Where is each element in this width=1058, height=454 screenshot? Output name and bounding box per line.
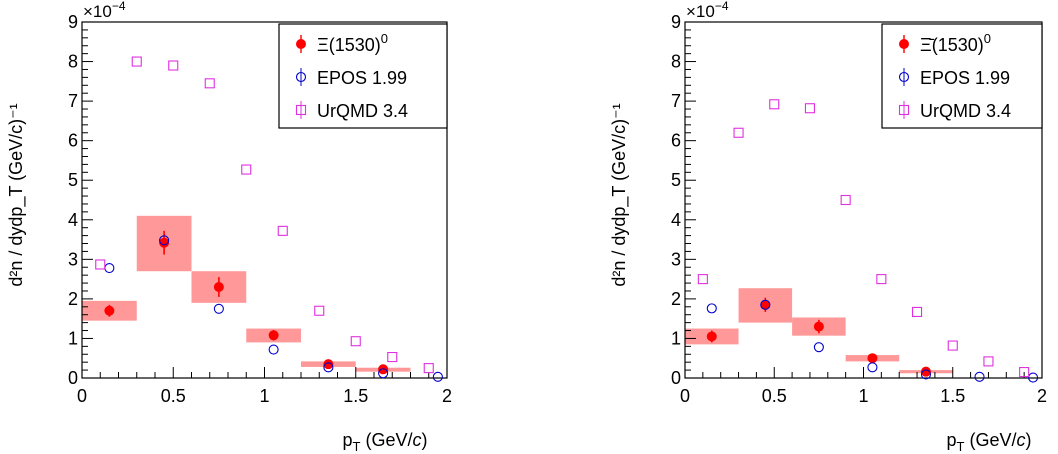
p1-y-tick-label: 0 [671, 368, 681, 388]
p1-legend-label-0: Ξ̄(1530)0 [920, 31, 991, 55]
p0-legend-marker-2 [295, 104, 307, 116]
p1-y-exponent: ×10−4 [686, 0, 729, 21]
p0-series-2-point [241, 164, 252, 175]
p1-x-tick-label: 1 [858, 386, 868, 406]
p0-series-1-point [268, 344, 279, 355]
p1-y-tick-label: 9 [671, 12, 681, 32]
chart-panel-antixi: 0 0.5 1 1.5 2 0 1 2 3 4 5 6 7 8 9×10−4 pT (GeV/c) d²n / … [609, 0, 1047, 454]
p0-legend-marker-0 [296, 39, 306, 49]
p0-x-tick-label: 1.5 [343, 386, 368, 406]
p0-legend-label-2: UrQMD 3.4 [317, 101, 408, 121]
p1-y-tick-label: 5 [671, 170, 681, 190]
p0-legend-label-1: EPOS 1.99 [317, 68, 407, 88]
p1-series-2-point [1019, 367, 1030, 378]
p1-legend-label-2: UrQMD 3.4 [920, 101, 1011, 121]
p0-series-2-point [350, 336, 361, 347]
p0-series-1-point [432, 371, 443, 382]
p1-legend-marker-1 [898, 71, 910, 83]
p0-y-exponent: ×10−4 [83, 0, 126, 21]
p0-y-tick-label: 6 [68, 131, 78, 151]
p1-series-2-point [911, 306, 923, 317]
p0-series-2-point [204, 78, 215, 89]
p0-y-tick-label: 8 [68, 52, 78, 72]
p1-series-0-point [760, 299, 771, 310]
p1-series-1-point [920, 369, 932, 380]
p0-y-tick-label: 5 [68, 170, 78, 190]
p1-legend-marker-0 [899, 39, 909, 49]
p0-series-0-point [268, 330, 279, 341]
p1-series-2-point [840, 194, 851, 206]
p0-y-tick-label: 0 [68, 368, 78, 388]
p1-y-tick-label: 6 [671, 131, 681, 151]
p1-y-tick-label: 2 [671, 289, 681, 309]
p0-legend-marker-1 [295, 71, 307, 83]
p0-x-tick-label: 0 [77, 386, 87, 406]
p1-series-2-point [804, 103, 816, 114]
p1-series-0-point [920, 366, 931, 377]
p1-series-2-point [876, 274, 887, 285]
p0-y-axis-label: d²n / dydp_T (GeV/c)⁻¹ [6, 103, 27, 286]
p0-series-1-point [159, 235, 170, 246]
p1-series-1-point [867, 362, 878, 373]
p0-series-1-point [323, 362, 334, 373]
p1-series-1-point [974, 371, 985, 382]
p0-series-2-point [387, 351, 398, 363]
p1-y-axis-label: d²n / dydp_T (GeV/c)⁻¹ [609, 103, 630, 286]
p1-legend-label-1: EPOS 1.99 [920, 68, 1010, 88]
p0-series-2-point [95, 259, 106, 270]
p1-y-tick-label: 1 [671, 328, 681, 348]
p0-legend-label-0: Ξ(1530)0 [317, 31, 388, 55]
p1-x-tick-label: 0 [680, 386, 690, 406]
p1-y-tick-label: 7 [671, 91, 681, 111]
p1-series-2-point [983, 356, 994, 367]
p1-x-axis-label: pT (GeV/c) [947, 430, 1032, 454]
p0-y-tick-label: 1 [68, 328, 78, 348]
p0-series-0-point [213, 282, 224, 293]
p0-y-tick-label: 9 [68, 12, 78, 32]
p0-series-0-point [323, 359, 334, 370]
p1-series-0-point [813, 321, 824, 332]
p1-series-2-point [769, 99, 780, 110]
p1-series-0-point [867, 353, 878, 364]
p0-x-tick-label: 0.5 [161, 386, 186, 406]
p1-series-1-point [706, 303, 717, 314]
p0-y-tick-label: 4 [68, 210, 78, 230]
p0-series-1-point [378, 368, 389, 379]
p0-x-axis-label: pT (GeV/c) [343, 430, 428, 454]
p0-x-tick-label: 1 [259, 386, 269, 406]
p1-x-tick-label: 1.5 [940, 386, 965, 406]
p1-x-tick-label: 2 [1037, 386, 1047, 406]
p1-x-tick-label: 0.5 [762, 386, 787, 406]
p1-series-1-point [1028, 372, 1039, 383]
p0-series-2-point [277, 225, 288, 236]
p1-series-1-point [760, 299, 771, 310]
chart-panel-xi: 0 0.5 1 1.5 2 0 1 2 3 4 5 6 7 8 9×10−4 pT (GeV/c) d²n / … [6, 0, 452, 454]
p0-series-1-point [213, 303, 224, 314]
p0-series-2-point [314, 305, 325, 316]
p1-series-0-point [706, 331, 717, 342]
p1-series-1-point [813, 342, 824, 353]
p0-legend-box [278, 23, 448, 129]
p1-y-tick-label: 8 [671, 52, 681, 72]
p0-series-0-point [159, 237, 170, 248]
p0-y-tick-label: 2 [68, 289, 78, 309]
p0-series-2-point [131, 56, 142, 67]
p0-series-2-point [423, 363, 434, 374]
p1-series-2-point [947, 340, 958, 351]
p0-y-tick-label: 3 [68, 249, 78, 269]
p1-y-tick-label: 3 [671, 249, 681, 269]
p0-x-tick-label: 2 [442, 386, 452, 406]
p0-series-1-point [104, 262, 115, 274]
p0-series-2-point [168, 60, 179, 71]
p1-y-tick-label: 4 [671, 210, 681, 230]
p0-y-tick-label: 7 [68, 91, 78, 111]
p0-series-0-point [104, 305, 115, 316]
p1-legend-marker-2 [898, 104, 910, 116]
p1-series-2-point [733, 127, 744, 138]
p1-series-2-point [697, 274, 708, 285]
